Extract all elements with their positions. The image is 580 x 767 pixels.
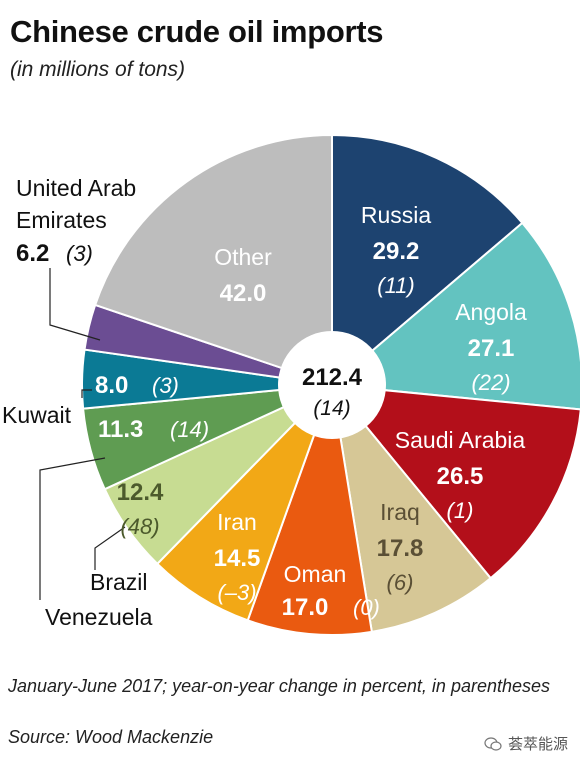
slice-change-russia: (11) <box>377 273 415 298</box>
slice-value-brazil: 12.4 <box>117 479 164 506</box>
watermark: 荟萃能源 <box>484 733 568 754</box>
slice-value-saudi-arabia: 26.5 <box>437 463 484 490</box>
pie-slice-angola <box>329 221 580 411</box>
slice-change-venezuela: (14) <box>170 417 209 442</box>
slice-name-united-arab-emirates-line2: Emirates <box>16 207 107 233</box>
slice-name-brazil: Brazil <box>90 569 148 595</box>
slice-value-russia: 29.2 <box>373 238 420 265</box>
slice-change-brazil: (48) <box>120 514 159 539</box>
pie-slice-iraq <box>330 381 493 633</box>
slice-name-angola: Angola <box>455 299 527 325</box>
slice-change-united-arab-emirates: (3) <box>66 241 93 266</box>
source-note: Source: Wood Mackenzie <box>8 727 214 747</box>
leader-line-kuwait <box>81 389 92 398</box>
footnote: January-June 2017; year-on-year change i… <box>8 676 551 696</box>
slice-change-iran: (–3) <box>217 580 256 605</box>
slice-change-oman: (0) <box>353 595 380 620</box>
leader-line-uae <box>49 268 101 341</box>
slice-name-united-arab-emirates-line1: United Arab <box>16 175 136 201</box>
wechat-icon <box>484 736 502 751</box>
slice-value-venezuela: 11.3 <box>98 416 143 443</box>
slice-name-iraq: Iraq <box>380 499 420 525</box>
slice-change-saudi-arabia: (1) <box>447 498 474 523</box>
slice-name-saudi-arabia: Saudi Arabia <box>395 427 526 453</box>
slice-name-venezuela: Venezuela <box>45 604 153 630</box>
leader-line-venezuela <box>39 457 106 600</box>
chart-title: Chinese crude oil imports <box>10 14 384 49</box>
slice-value-oman: 17.0 <box>282 594 329 621</box>
slice-value-other: 42.0 <box>220 280 267 307</box>
center-change: (14) <box>313 397 350 420</box>
slice-name-russia: Russia <box>361 202 432 228</box>
pie-slice-oman <box>246 384 373 636</box>
watermark-text: 荟萃能源 <box>507 736 568 753</box>
pie-slice-russia <box>331 133 524 388</box>
slice-change-iraq: (6) <box>387 570 414 595</box>
slice-change-kuwait: (3) <box>152 373 179 398</box>
slice-value-angola: 27.1 <box>468 335 515 362</box>
leader-line-brazil <box>94 526 126 570</box>
slice-name-oman: Oman <box>284 561 347 587</box>
pie-slice-saudi-arabia <box>329 383 580 580</box>
slice-name-other: Other <box>214 244 272 270</box>
center-total: 212.4 <box>302 364 363 391</box>
slice-change-angola: (22) <box>471 370 510 395</box>
slice-value-united-arab-emirates: 6.2 <box>16 240 49 267</box>
slice-value-iraq: 17.8 <box>377 535 424 562</box>
slice-name-iran: Iran <box>217 509 257 535</box>
pie-slice-iran <box>155 384 333 622</box>
center-hole <box>278 331 386 439</box>
slice-name-kuwait: Kuwait <box>2 402 72 428</box>
chart-subtitle: (in millions of tons) <box>10 58 186 81</box>
slice-value-kuwait: 8.0 <box>95 372 128 399</box>
slice-value-iran: 14.5 <box>214 545 261 572</box>
pie-slice-other <box>93 133 333 387</box>
pie-chart: Russia 29.2 (11) Angola 27.1 (22) Saudi Arabia… <box>2 133 580 636</box>
